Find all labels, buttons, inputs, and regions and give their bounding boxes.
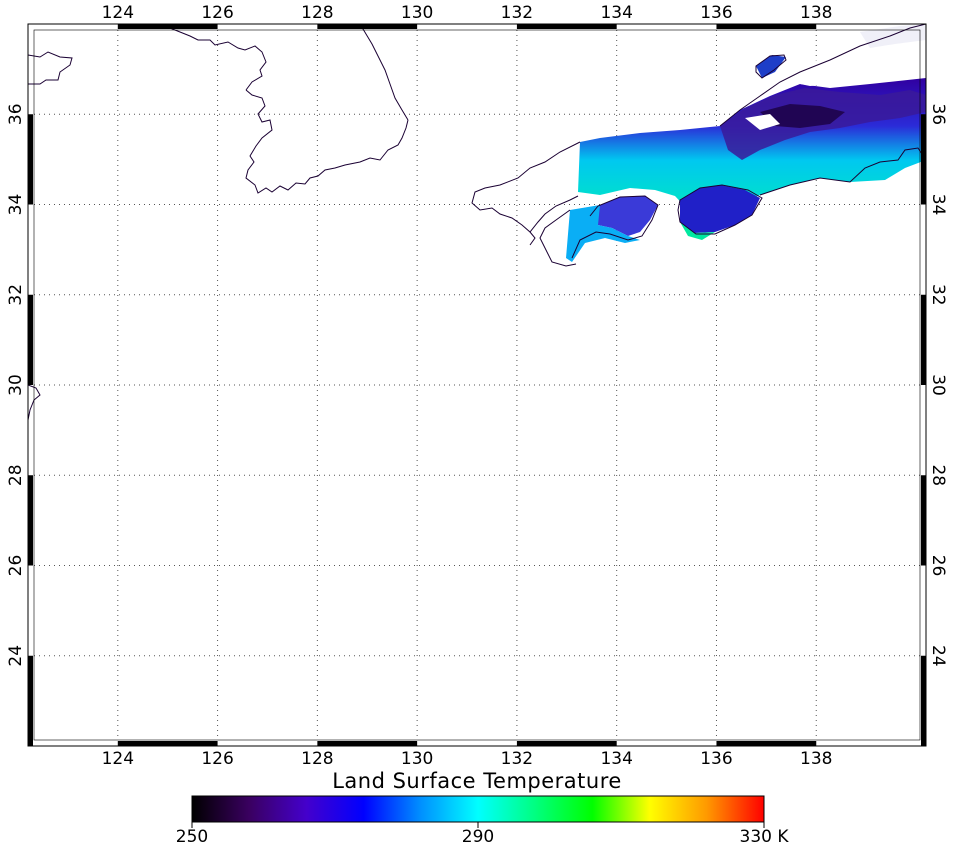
lat-label-left: 30 (6, 374, 26, 396)
coast-kyushu-west (529, 231, 536, 246)
frame-segment-right (921, 475, 926, 566)
lat-label-right: 30 (928, 374, 948, 396)
frame-segment-right (921, 294, 926, 385)
colorbar-title: Land Surface Temperature (332, 769, 622, 793)
lon-label-bottom: 130 (401, 749, 433, 769)
top-longitude-labels: 124 126 128 130 132 134 136 138 (102, 3, 833, 23)
lat-label-right: 32 (928, 284, 948, 306)
lat-label-left: 28 (6, 464, 26, 486)
lon-label-top: 138 (800, 3, 832, 23)
lon-label-bottom: 128 (301, 749, 333, 769)
frame-segment-left (28, 655, 33, 746)
lon-label-top: 132 (501, 3, 533, 23)
lst-cloud-gap (790, 40, 926, 86)
colorbar-label-min: 250 (176, 827, 208, 847)
coast-china-north (28, 51, 73, 85)
lon-label-bottom: 136 (700, 749, 732, 769)
map-inner-frame (33, 29, 921, 741)
lst-kii-south (680, 222, 715, 240)
lon-label-bottom: 134 (600, 749, 632, 769)
lst-noto (756, 55, 786, 78)
right-latitude-labels: 24 26 28 30 32 34 36 (928, 103, 948, 666)
lon-label-top: 126 (201, 3, 233, 23)
lat-label-left: 26 (6, 555, 26, 577)
coast-kyushu-south (539, 209, 577, 267)
frame-segment-bottom (117, 741, 218, 746)
lon-label-top: 136 (700, 3, 732, 23)
lat-label-right: 24 (928, 645, 948, 667)
lat-label-left: 34 (6, 194, 26, 216)
lat-label-right: 34 (928, 194, 948, 216)
lon-label-top: 130 (401, 3, 433, 23)
lat-label-left: 32 (6, 284, 26, 306)
lon-label-bottom: 138 (800, 749, 832, 769)
frame-segment-bottom (317, 741, 418, 746)
bottom-longitude-labels: 124 126 128 130 132 134 136 138 (102, 749, 833, 769)
frame-segment-top (716, 24, 817, 29)
frame-segment-left (28, 114, 33, 205)
lat-label-right: 28 (928, 464, 948, 486)
frame-segment-bottom (716, 741, 817, 746)
lst-cloud-gap-3 (745, 114, 780, 130)
land-surface-temperature-data (566, 24, 926, 262)
coast-korea-east (359, 24, 409, 121)
lon-label-bottom: 132 (501, 749, 533, 769)
coast-noto (755, 54, 787, 79)
lat-label-left: 36 (6, 103, 26, 125)
lat-label-left: 24 (6, 645, 26, 667)
frame-segment-top (516, 24, 617, 29)
coast-kii (677, 184, 763, 235)
lst-swath-kii (680, 185, 760, 233)
coast-honshu-south (759, 147, 926, 196)
frame-segment-bottom (516, 741, 617, 746)
frame-segment-left (28, 475, 33, 566)
lon-label-bottom: 124 (102, 749, 134, 769)
coast-north-korea (169, 27, 267, 91)
coast-korea-west (245, 89, 409, 194)
colorbar-ticks (191, 822, 765, 828)
lst-dark-patch (760, 104, 845, 128)
left-latitude-labels: 24 26 28 30 32 34 36 (6, 103, 26, 666)
colorbar (191, 795, 765, 823)
frame-segment-top (117, 24, 218, 29)
lst-swath-shikoku (590, 196, 658, 236)
coastlines (28, 24, 926, 421)
frame-segment-top (317, 24, 418, 29)
frame-segment-right (921, 655, 926, 746)
coast-shikoku (571, 195, 659, 259)
lon-label-top: 124 (102, 3, 134, 23)
lat-label-right: 36 (928, 103, 948, 125)
coast-honshu-north (719, 24, 926, 127)
colorbar-label-mid: 290 (462, 827, 494, 847)
coast-kyushu (471, 141, 581, 233)
graticule-grid (34, 30, 920, 740)
lon-label-top: 128 (301, 3, 333, 23)
frame-segment-right (921, 114, 926, 205)
lat-label-right: 26 (928, 555, 948, 577)
lon-label-top: 134 (600, 3, 632, 23)
frame-border-segments (28, 24, 926, 746)
colorbar-label-max: 330 K (740, 827, 790, 847)
lon-label-bottom: 126 (201, 749, 233, 769)
frame-segment-left (28, 294, 33, 385)
